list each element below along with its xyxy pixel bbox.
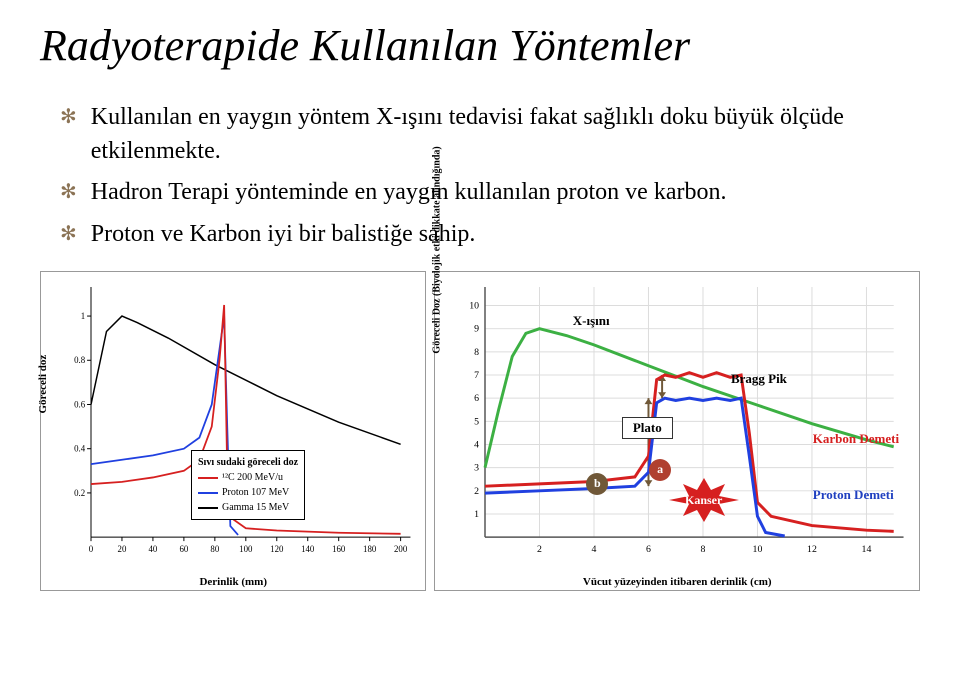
left-legend: Sıvı sudaki göreceli doz ¹²C 200 MeV/u P… [191,450,305,520]
svg-text:0.4: 0.4 [74,444,86,454]
kanser-burst: Kanser [669,478,739,522]
svg-text:0: 0 [89,544,94,554]
marker-b: b [586,473,608,495]
right-depth-dose-chart: Göreceli Doz (Biyolojik etki dikkate alı… [434,271,920,591]
svg-text:12: 12 [807,544,817,555]
svg-text:0.6: 0.6 [74,400,86,410]
svg-text:160: 160 [332,544,346,554]
svg-text:180: 180 [363,544,377,554]
left-chart-ylabel: Göreceli doz [37,355,49,414]
legend-item: ¹²C 200 MeV/u [198,470,298,485]
bullet-text: Kullanılan en yaygın yöntem X-ışını teda… [91,101,920,168]
bullet-list: ✻ Kullanılan en yaygın yöntem X-ışını te… [60,101,920,251]
svg-text:20: 20 [118,544,127,554]
svg-text:140: 140 [301,544,315,554]
bullet-item: ✻ Proton ve Karbon iyi bir balistiğe sah… [60,218,920,252]
right-plot-area: 246810121412345678910 X-ışınıPlatoBragg … [485,287,904,555]
svg-text:5: 5 [475,417,480,428]
svg-text:3: 3 [475,463,480,474]
svg-text:1: 1 [81,311,85,321]
svg-text:0.8: 0.8 [74,356,86,366]
svg-text:200: 200 [394,544,408,554]
annot-plato: Plato [622,417,673,439]
annot-proton: Proton Demeti [813,487,894,503]
svg-text:40: 40 [149,544,158,554]
legend-item: Proton 107 MeV [198,485,298,500]
annot-bragg: Bragg Pik [731,371,787,387]
slide-title: Radyoterapide Kullanılan Yöntemler [40,20,920,71]
bullet-star-icon: ✻ [60,101,77,133]
svg-text:6: 6 [475,393,480,404]
bullet-star-icon: ✻ [60,176,77,208]
bullet-text: Hadron Terapi yönteminde en yaygın kulla… [91,176,727,210]
svg-text:8: 8 [475,347,480,358]
svg-text:6: 6 [646,544,651,555]
annot-xray: X-ışını [573,313,610,329]
svg-text:9: 9 [475,324,480,335]
svg-text:10: 10 [753,544,763,555]
left-depth-dose-chart: Göreceli doz Derinlik (mm) 0 20 40 60 80 100 1… [40,271,426,591]
svg-text:4: 4 [592,544,597,555]
bullet-item: ✻ Kullanılan en yaygın yöntem X-ışını te… [60,101,920,168]
svg-text:60: 60 [179,544,188,554]
svg-text:100: 100 [239,544,253,554]
svg-text:80: 80 [210,544,219,554]
charts-row: Göreceli doz Derinlik (mm) 0 20 40 60 80 100 1… [40,271,920,591]
svg-text:14: 14 [862,544,872,555]
legend-title: Sıvı sudaki göreceli doz [198,455,298,470]
svg-text:7: 7 [475,370,480,381]
svg-text:120: 120 [270,544,284,554]
svg-text:10: 10 [470,301,480,312]
legend-item: Gamma 15 MeV [198,500,298,515]
right-chart-xlabel: Vücut yüzeyinden itibaren derinlik (cm) [583,576,772,588]
svg-text:2: 2 [475,486,480,497]
annot-karbon: Karbon Demeti [813,431,899,447]
right-chart-ylabel: Göreceli Doz (Biyolojik etki dikkate alı… [432,147,443,354]
svg-text:8: 8 [701,544,706,555]
bullet-text: Proton ve Karbon iyi bir balistiğe sahip… [91,218,476,252]
bullet-item: ✻ Hadron Terapi yönteminde en yaygın kul… [60,176,920,210]
svg-text:4: 4 [475,440,480,451]
marker-a: a [649,459,671,481]
svg-text:0.2: 0.2 [74,488,85,498]
bullet-star-icon: ✻ [60,218,77,250]
svg-text:2: 2 [537,544,542,555]
svg-text:1: 1 [475,509,480,520]
left-chart-xlabel: Derinlik (mm) [199,576,267,588]
